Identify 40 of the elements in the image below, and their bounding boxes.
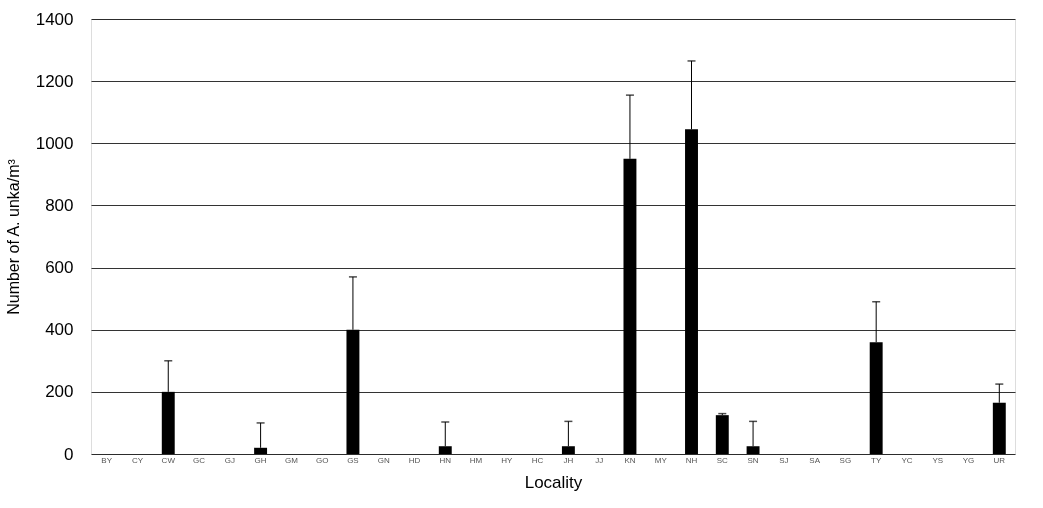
x-tick-label: GM — [284, 455, 299, 465]
x-tick-label: SA — [809, 455, 821, 465]
x-tick-label: SC — [716, 455, 729, 465]
y-tick-label: 1400 — [35, 9, 74, 29]
x-tick-label: GC — [193, 455, 206, 465]
x-tick-label: YG — [962, 455, 975, 465]
y-tick-label: 1200 — [35, 71, 74, 91]
x-tick-label: GH — [254, 455, 267, 465]
x-tick-label: HN — [439, 455, 452, 465]
x-tick-label: HY — [501, 455, 514, 465]
x-tick-label: SN — [747, 455, 759, 465]
x-tick-label: JJ — [595, 455, 604, 465]
y-tick-label: 1000 — [35, 133, 74, 153]
x-tick-label: CW — [161, 455, 176, 465]
x-tick-label: JH — [563, 455, 574, 465]
y-tick-label: 200 — [45, 382, 74, 402]
x-tick-label: GS — [347, 455, 359, 465]
x-tick-label: KN — [624, 455, 636, 465]
x-tick-label: YC — [901, 455, 913, 465]
x-tick-label: BY — [101, 455, 113, 465]
x-tick-label: HC — [531, 455, 544, 465]
x-tick-label: HM — [469, 455, 483, 465]
y-axis-title: Number of A. unka/m³ — [4, 158, 22, 315]
x-tick-label: SJ — [779, 455, 789, 465]
x-tick-label: SG — [839, 455, 852, 465]
x-tick-label: UR — [993, 455, 1006, 465]
x-tick-label: HD — [408, 455, 421, 465]
x-tick-label: GN — [377, 455, 390, 465]
y-tick-label: 400 — [45, 320, 74, 340]
x-tick-label: MY — [654, 455, 668, 465]
x-tick-label: GO — [315, 455, 329, 465]
y-tick-label: 600 — [45, 258, 74, 278]
x-axis-title: Locality — [524, 472, 583, 492]
x-tick-label: CY — [131, 455, 144, 465]
y-tick-label: 800 — [45, 195, 74, 215]
x-tick-label: GJ — [224, 455, 235, 465]
y-tick-label: 0 — [64, 444, 74, 464]
x-tick-label: NH — [685, 455, 698, 465]
x-tick-label: YS — [932, 455, 944, 465]
x-tick-label: TY — [871, 455, 882, 465]
